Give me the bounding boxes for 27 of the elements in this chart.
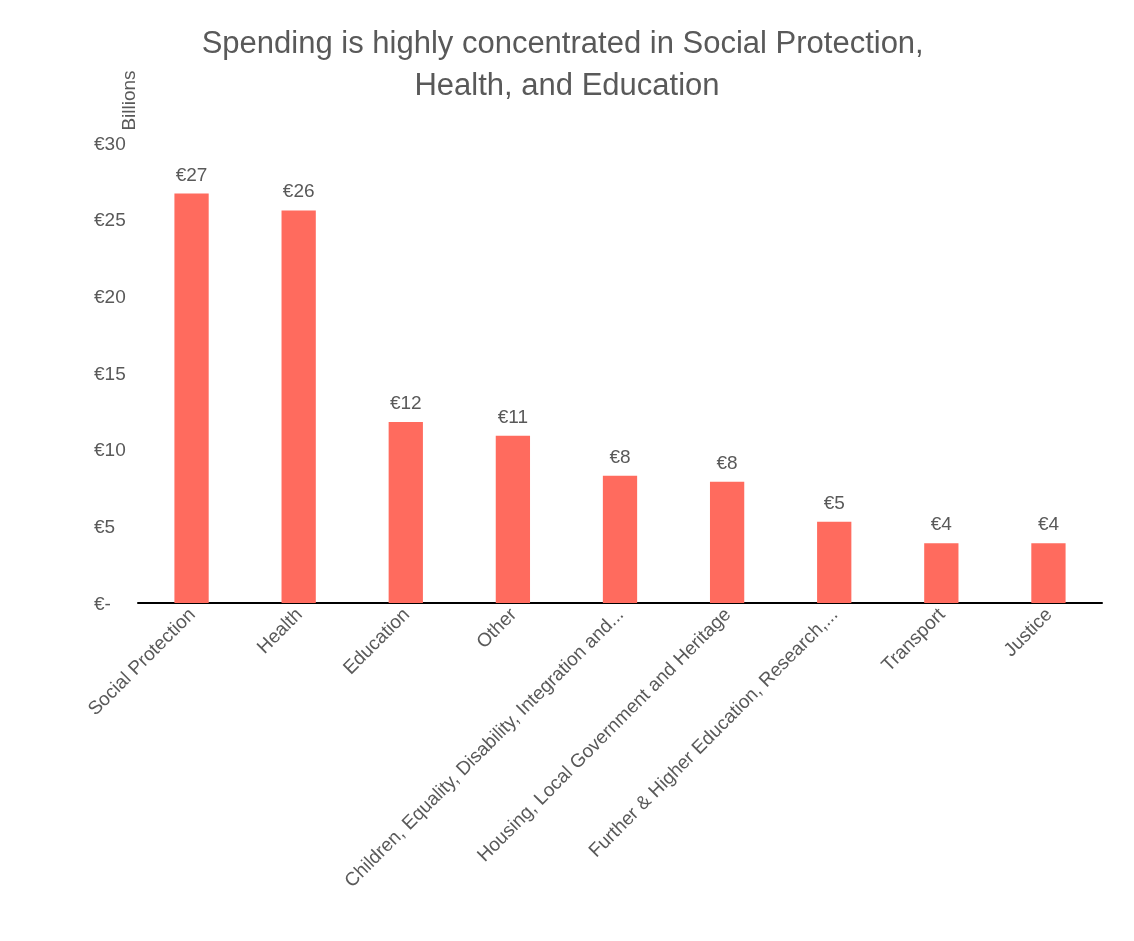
bar bbox=[174, 193, 209, 603]
y-tick-label: €20 bbox=[94, 285, 126, 307]
data-label: €27 bbox=[175, 163, 208, 185]
bar bbox=[709, 481, 745, 603]
bar bbox=[817, 521, 852, 603]
y-tick-label: €15 bbox=[94, 362, 126, 384]
bar bbox=[388, 422, 423, 603]
bar bbox=[1031, 543, 1066, 603]
data-label: €11 bbox=[497, 405, 529, 427]
data-label: €12 bbox=[389, 392, 422, 414]
y-tick-label: €25 bbox=[94, 209, 126, 231]
data-label: €26 bbox=[282, 180, 315, 202]
bar bbox=[495, 435, 531, 603]
y-tick-label: €5 bbox=[94, 515, 116, 537]
data-label: €5 bbox=[823, 491, 845, 513]
data-label: €8 bbox=[716, 451, 738, 473]
y-tick-label: €10 bbox=[94, 439, 126, 461]
data-label: €4 bbox=[1037, 513, 1060, 535]
y-tick-label: €30 bbox=[94, 132, 126, 154]
bar bbox=[602, 475, 638, 603]
y-axis-title: Billions bbox=[118, 70, 139, 131]
data-label: €4 bbox=[930, 513, 953, 535]
chart-title: Spending is highly concentrated in Social Protection, Health, and Education bbox=[201, 24, 933, 102]
bar bbox=[281, 210, 316, 603]
data-label: €8 bbox=[609, 445, 631, 467]
bar bbox=[924, 543, 959, 603]
y-tick-label: €- bbox=[94, 592, 111, 614]
